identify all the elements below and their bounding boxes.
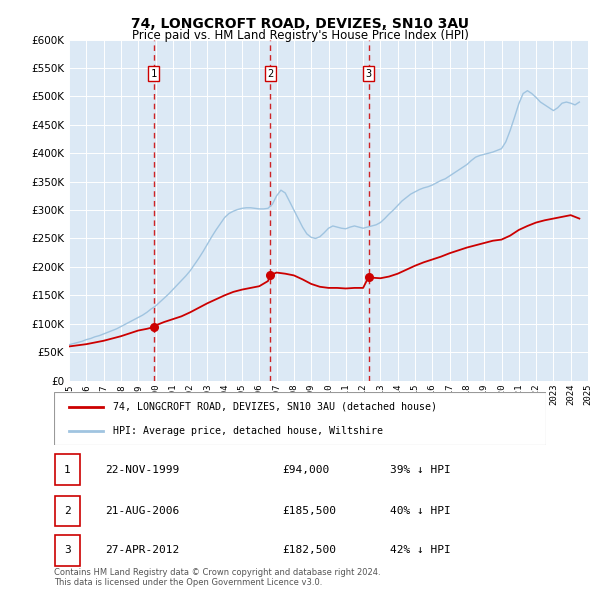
Text: 1: 1 (64, 465, 71, 474)
Text: Contains HM Land Registry data © Crown copyright and database right 2024.
This d: Contains HM Land Registry data © Crown c… (54, 568, 380, 587)
Text: 42% ↓ HPI: 42% ↓ HPI (390, 546, 451, 555)
FancyBboxPatch shape (55, 454, 80, 485)
FancyBboxPatch shape (55, 496, 80, 526)
Text: 22-NOV-1999: 22-NOV-1999 (105, 465, 179, 474)
FancyBboxPatch shape (55, 535, 80, 566)
FancyBboxPatch shape (54, 392, 546, 445)
Text: 40% ↓ HPI: 40% ↓ HPI (390, 506, 451, 516)
Text: 2: 2 (267, 68, 274, 78)
Text: Price paid vs. HM Land Registry's House Price Index (HPI): Price paid vs. HM Land Registry's House … (131, 30, 469, 42)
Text: 2: 2 (64, 506, 71, 516)
Text: 27-APR-2012: 27-APR-2012 (105, 546, 179, 555)
Text: 74, LONGCROFT ROAD, DEVIZES, SN10 3AU (detached house): 74, LONGCROFT ROAD, DEVIZES, SN10 3AU (d… (113, 402, 437, 412)
Text: 21-AUG-2006: 21-AUG-2006 (105, 506, 179, 516)
Text: 39% ↓ HPI: 39% ↓ HPI (390, 465, 451, 474)
Text: £185,500: £185,500 (282, 506, 336, 516)
Text: HPI: Average price, detached house, Wiltshire: HPI: Average price, detached house, Wilt… (113, 426, 383, 436)
Text: £94,000: £94,000 (282, 465, 329, 474)
Text: 1: 1 (151, 68, 157, 78)
Text: 74, LONGCROFT ROAD, DEVIZES, SN10 3AU: 74, LONGCROFT ROAD, DEVIZES, SN10 3AU (131, 17, 469, 31)
Text: 3: 3 (64, 546, 71, 555)
Text: £182,500: £182,500 (282, 546, 336, 555)
Text: 3: 3 (365, 68, 372, 78)
